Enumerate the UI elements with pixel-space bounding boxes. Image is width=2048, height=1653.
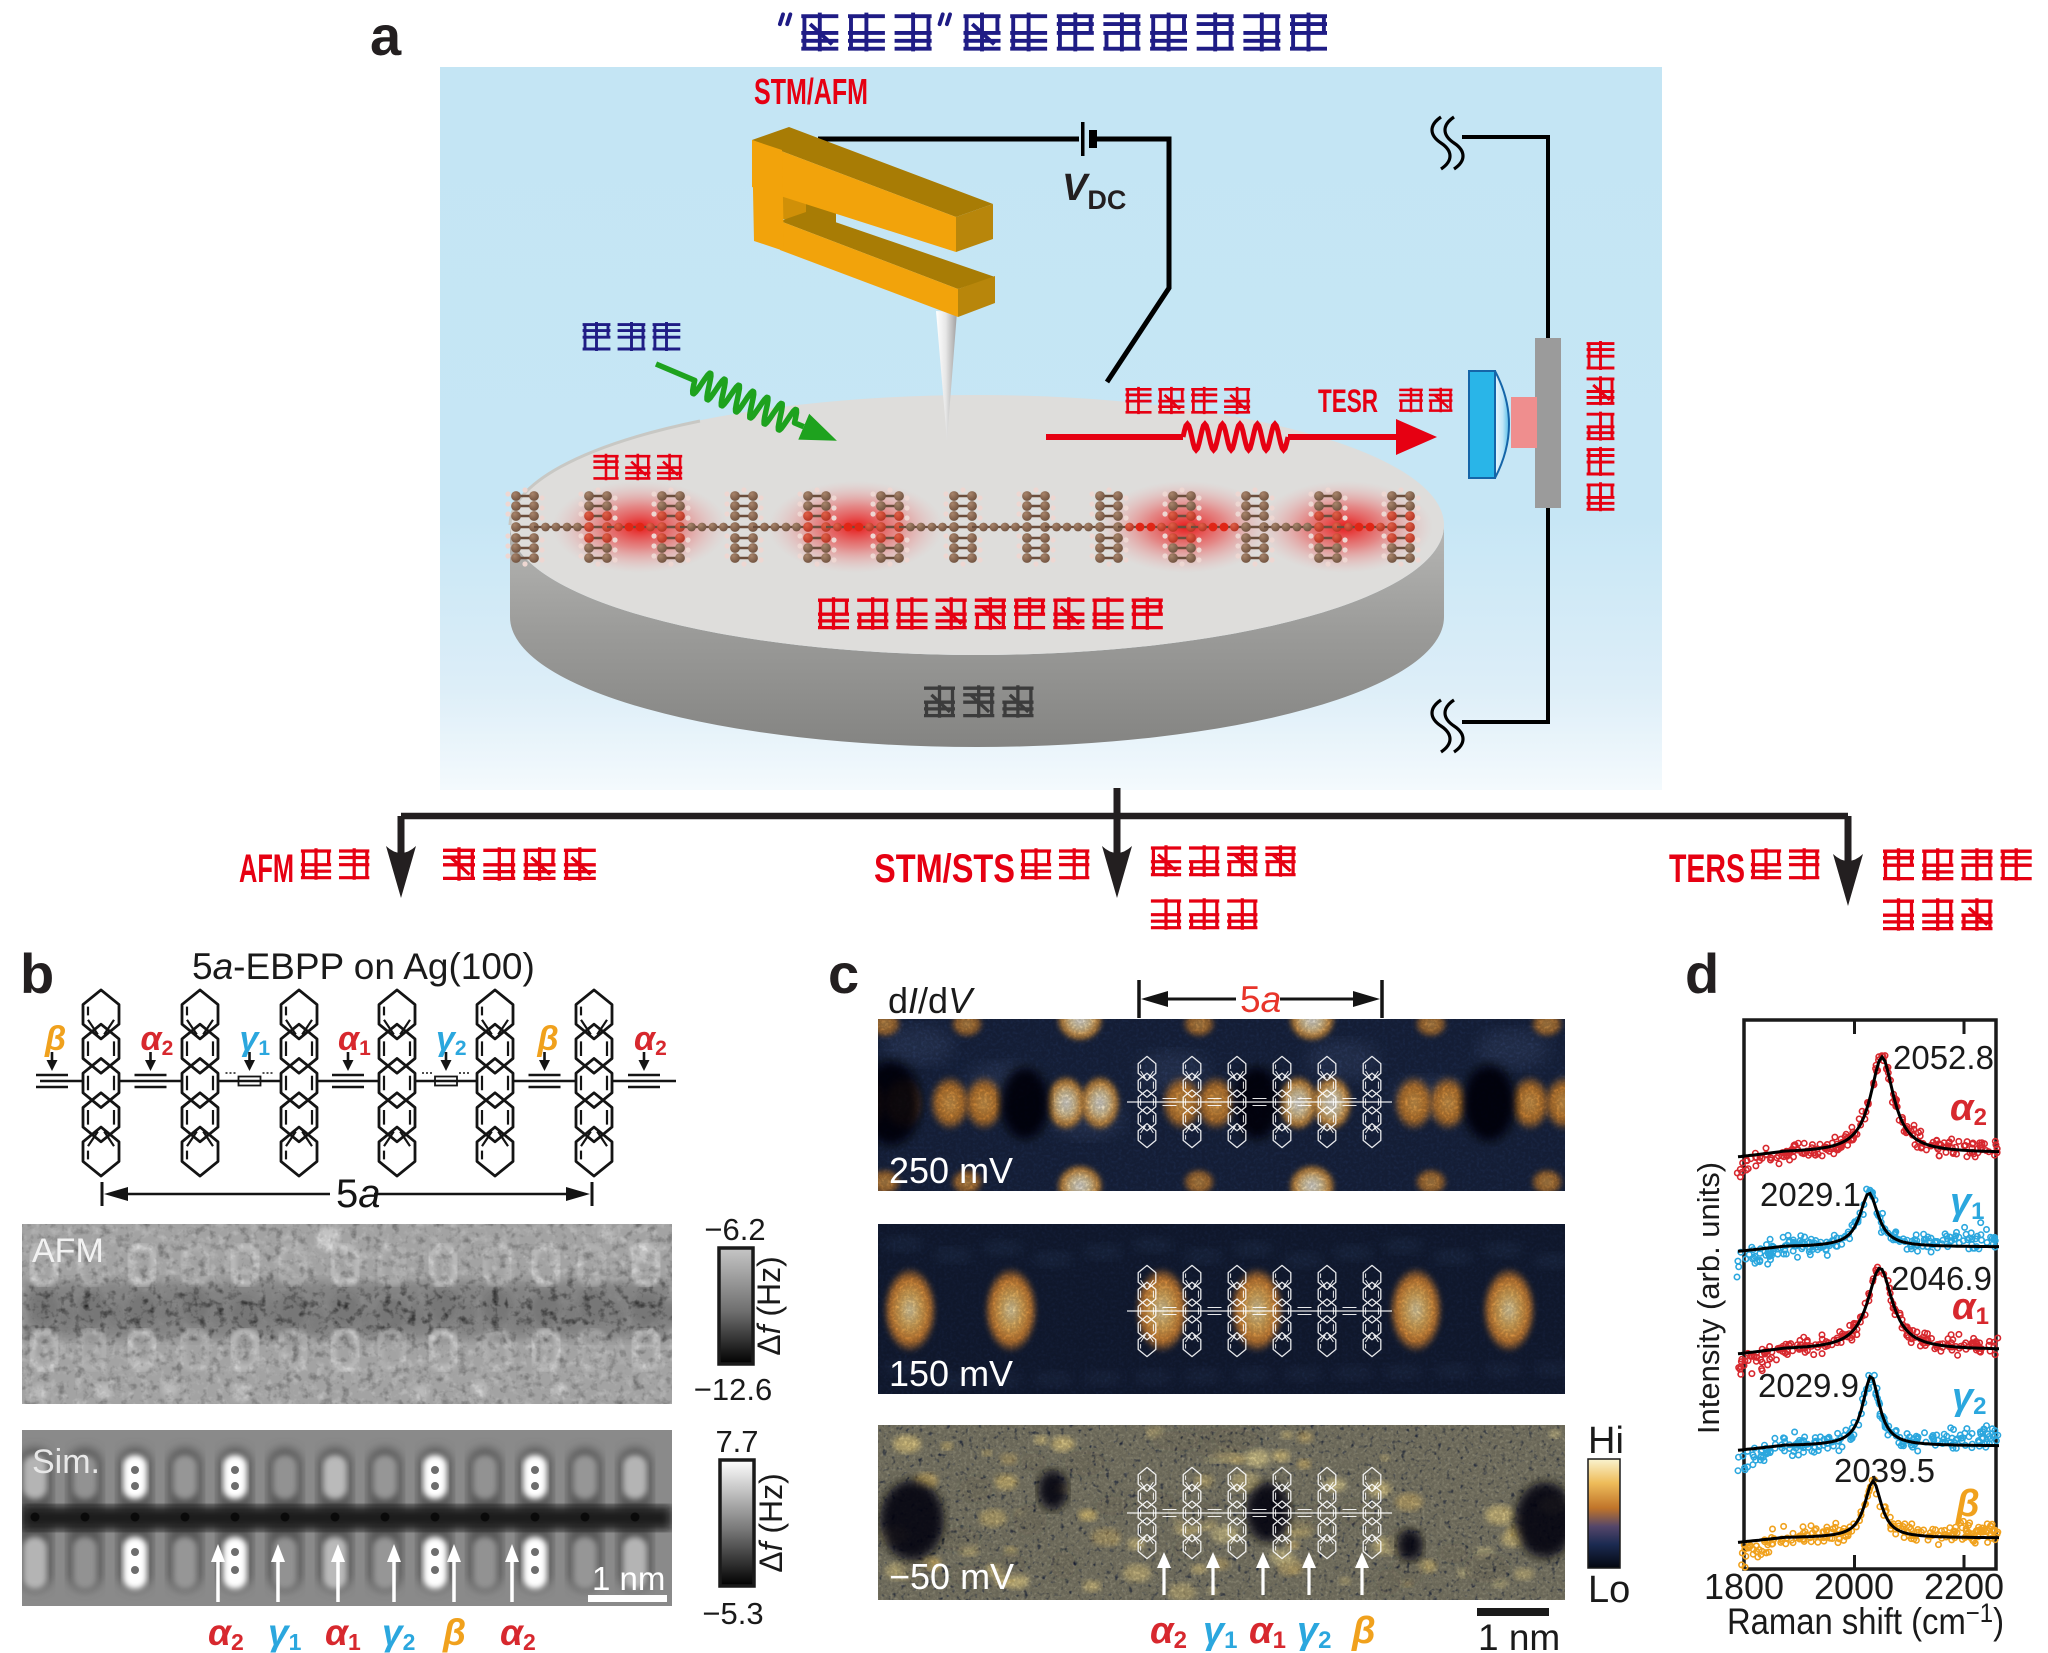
svg-text:d: d <box>1685 942 1719 1005</box>
svg-text:2046.9: 2046.9 <box>1891 1260 1992 1297</box>
svg-text:TERS: TERS <box>1669 847 1745 891</box>
svg-text:α2: α2 <box>500 1612 536 1653</box>
svg-text:Lo: Lo <box>1588 1569 1630 1611</box>
svg-text:α2: α2 <box>1950 1087 1987 1131</box>
svg-text:1800: 1800 <box>1704 1566 1784 1607</box>
svg-text:−12.6: −12.6 <box>694 1372 772 1407</box>
svg-text:STM/STS: STM/STS <box>874 847 1015 891</box>
svg-text:Δf (Hz): Δf (Hz) <box>751 1256 787 1356</box>
svg-text:β: β <box>1351 1610 1376 1652</box>
svg-text:5a: 5a <box>1240 979 1281 1020</box>
svg-text:250 mV: 250 mV <box>889 1150 1013 1191</box>
svg-text:1 nm: 1 nm <box>592 1560 665 1597</box>
svg-text:γ1: γ1 <box>1203 1610 1238 1653</box>
svg-text:5a: 5a <box>336 1172 381 1216</box>
svg-text:a: a <box>370 4 402 67</box>
svg-text:5a-EBPP on Ag(100): 5a-EBPP on Ag(100) <box>192 946 535 987</box>
svg-text:γ2: γ2 <box>1952 1376 1987 1420</box>
svg-text:γ2: γ2 <box>382 1612 415 1653</box>
svg-text:α2: α2 <box>634 1020 667 1060</box>
svg-text:β: β <box>537 1020 559 1058</box>
svg-text:β: β <box>1955 1483 1980 1525</box>
svg-text:α1: α1 <box>325 1612 361 1653</box>
svg-text:α1: α1 <box>1249 1610 1286 1653</box>
svg-text:−50 mV: −50 mV <box>889 1556 1014 1597</box>
svg-text:γ2: γ2 <box>436 1020 467 1060</box>
svg-text:Sim.: Sim. <box>32 1443 100 1481</box>
svg-text:γ1: γ1 <box>240 1020 271 1060</box>
svg-text:γ1: γ1 <box>1950 1181 1985 1225</box>
svg-text:Raman shift (cm−1): Raman shift (cm−1) <box>1727 1598 2004 1642</box>
svg-text:dI/dV: dI/dV <box>888 980 975 1021</box>
svg-text:β: β <box>44 1020 66 1058</box>
svg-text:AFM: AFM <box>239 847 294 891</box>
svg-text:Hi: Hi <box>1588 1420 1624 1462</box>
svg-text:TESR: TESR <box>1318 383 1378 419</box>
svg-text:2200: 2200 <box>1924 1566 2004 1607</box>
svg-text:2029.1: 2029.1 <box>1760 1176 1861 1213</box>
svg-text:150 mV: 150 mV <box>889 1353 1013 1394</box>
svg-text:γ1: γ1 <box>268 1612 302 1653</box>
svg-text:−5.3: −5.3 <box>702 1596 763 1631</box>
svg-text:b: b <box>20 942 54 1005</box>
svg-text:2029.9: 2029.9 <box>1758 1367 1859 1404</box>
svg-text:α2: α2 <box>1150 1610 1187 1653</box>
svg-text:7.7: 7.7 <box>715 1424 758 1459</box>
svg-text:γ2: γ2 <box>1297 1610 1332 1653</box>
svg-text:c: c <box>828 942 859 1005</box>
svg-text:β: β <box>442 1612 466 1653</box>
svg-text:Δf (Hz): Δf (Hz) <box>753 1473 789 1573</box>
svg-text:−6.2: −6.2 <box>704 1212 765 1247</box>
svg-text:1 nm: 1 nm <box>1478 1617 1560 1653</box>
svg-text:α1: α1 <box>338 1020 371 1060</box>
svg-text:AFM: AFM <box>32 1232 104 1270</box>
svg-text:2039.5: 2039.5 <box>1834 1452 1935 1489</box>
svg-text:Intensity (arb. units): Intensity (arb. units) <box>1691 1162 1726 1434</box>
svg-text:2052.8: 2052.8 <box>1893 1039 1994 1076</box>
svg-text:α2: α2 <box>141 1020 174 1060</box>
svg-text:α2: α2 <box>208 1612 244 1653</box>
svg-text:2000: 2000 <box>1814 1566 1894 1607</box>
svg-text:STM/AFM: STM/AFM <box>754 71 868 112</box>
